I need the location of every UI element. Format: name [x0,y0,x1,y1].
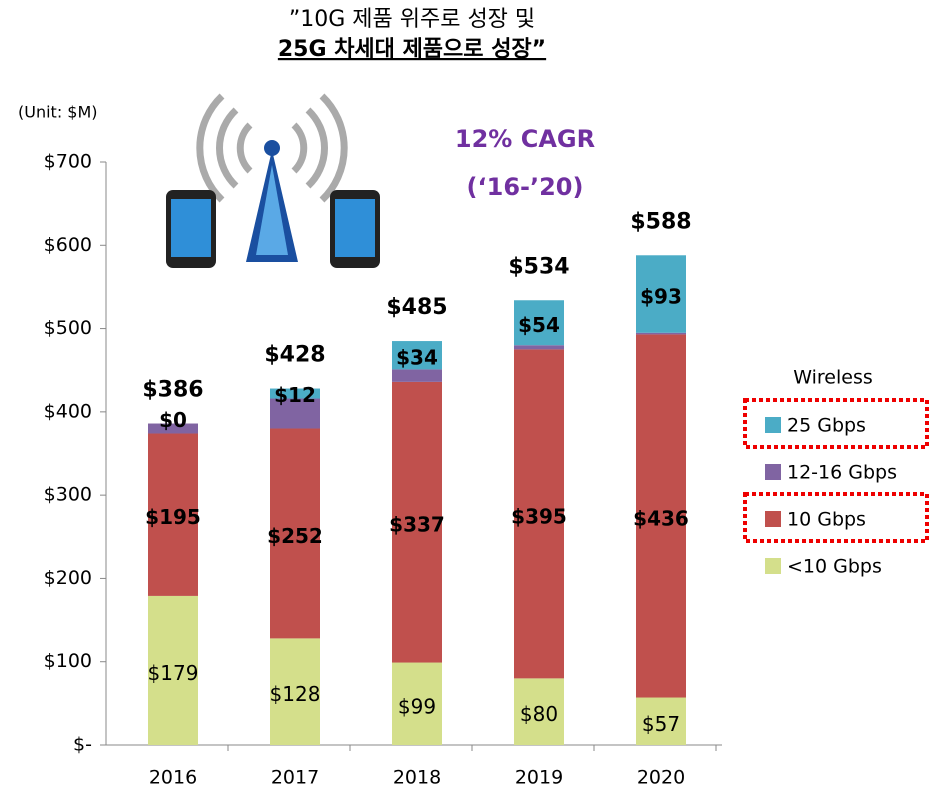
legend-label: <10 Gbps [787,556,882,578]
legend-swatch [765,511,781,527]
value-label: $57 [642,712,680,736]
y-tick-label: $- [73,734,92,756]
x-tick-label: 2017 [271,767,319,789]
x-tick-label: 2020 [637,767,685,789]
legend-swatch [765,464,781,480]
bar-segment [392,369,442,381]
total-label: $428 [264,343,325,368]
annotation: 12% CAGR [455,125,595,153]
value-label: $0 [159,408,187,432]
y-tick-label: $400 [44,400,92,422]
legend-swatch [765,558,781,574]
y-tick-label: $600 [44,234,92,256]
value-label: $12 [274,383,316,407]
value-label: $252 [267,524,323,548]
unit-label: (Unit: $M) [18,103,98,122]
bar-segment [514,345,564,349]
value-label: $195 [145,505,201,529]
value-label: $54 [518,313,560,337]
value-label: $93 [640,285,682,309]
x-tick-label: 2018 [393,767,441,789]
value-label: $436 [633,506,689,530]
value-label: $99 [398,694,436,718]
annotation: (‘16-’20) [467,173,584,201]
chart: ”10G 제품 위주로 성장 및 25G 차세대 제품으로 성장” (Unit:… [0,0,934,793]
total-label: $386 [142,378,203,403]
legend-swatch [765,417,781,433]
legend-label: 10 Gbps [787,509,866,531]
y-tick-label: $100 [44,650,92,672]
legend-label: 25 Gbps [787,415,866,437]
chart-title: 25G 차세대 제품으로 성장” [278,37,546,62]
value-label: $395 [511,504,567,528]
chart-title: ”10G 제품 위주로 성장 및 [289,7,535,32]
x-tick-label: 2019 [515,767,563,789]
total-label: $588 [630,209,691,234]
bar-segment [636,333,686,335]
total-label: $534 [508,254,569,279]
legend-title: Wireless [793,367,873,389]
legend-label: 12-16 Gbps [787,462,897,484]
value-label: $337 [389,513,445,537]
value-label: $34 [396,346,438,370]
y-tick-label: $500 [44,317,92,339]
value-label: $80 [520,702,558,726]
tower-icon [166,96,380,268]
total-label: $485 [386,295,447,320]
y-tick-label: $700 [44,151,92,173]
x-tick-label: 2016 [149,767,197,789]
value-label: $128 [270,682,321,706]
y-tick-label: $300 [44,484,92,506]
value-label: $179 [148,661,199,685]
y-tick-label: $200 [44,567,92,589]
